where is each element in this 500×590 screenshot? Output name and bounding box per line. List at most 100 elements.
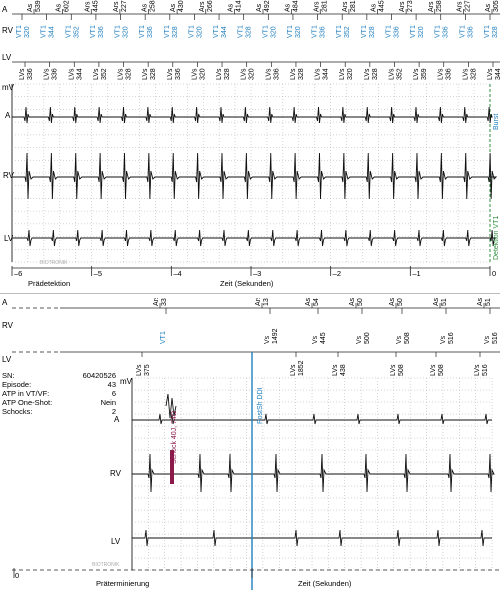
- trace-label-lv: LV: [111, 537, 121, 546]
- shock-label: Schock 40J, 74Ω: [171, 411, 178, 464]
- episode-info-key: ATP One-Shot:: [2, 398, 52, 407]
- lv-marker-type: LVs: [191, 68, 198, 80]
- a-marker-type: As: [349, 298, 356, 306]
- lv-marker-interval: 328: [126, 68, 133, 80]
- rv-marker-interval: 336: [320, 26, 327, 38]
- a-marker-type: Ars: [113, 1, 120, 12]
- rv-egm-trace: [132, 453, 495, 493]
- rv-marker-type: VT1: [139, 25, 146, 38]
- rv-marker-type: VT1: [410, 25, 417, 38]
- a-marker-type: Ars: [428, 1, 435, 12]
- shock-noise: [165, 393, 177, 419]
- lv-marker-type: LVs: [118, 68, 125, 80]
- channel-label-a: A: [2, 298, 8, 307]
- rv-marker-interval: 1492: [272, 328, 279, 344]
- a-marker-type: As: [227, 3, 234, 12]
- a-marker-type: As: [477, 298, 484, 306]
- rv-marker-interval: 320: [123, 26, 130, 38]
- episode-info-value: 43: [108, 380, 116, 389]
- lv-marker-type: LVs: [332, 364, 339, 376]
- rv-marker-interval: 516: [492, 332, 499, 344]
- lv-marker-interval: 320: [199, 68, 206, 80]
- pretermination-panel: Ars 336 Ars 1391 As 547 As 500 As 508 As 516 As 516 VT…: [0, 298, 500, 590]
- a-marker-type: As: [305, 298, 312, 306]
- lv-marker-interval: 328: [470, 68, 477, 80]
- a-marker-type: Ars: [199, 1, 206, 12]
- rv-marker-interval: 328: [172, 26, 179, 38]
- rv-marker-interval: 516: [448, 332, 455, 344]
- episode-info-key: ATP in VT/VF:: [2, 389, 49, 398]
- a-marker-interval: 305: [493, 0, 500, 12]
- rv-marker-type: VT1: [484, 25, 491, 38]
- a-marker-interval: 266: [207, 0, 214, 12]
- rv-marker-type: VT1: [90, 25, 97, 38]
- a-marker-type: As: [433, 298, 440, 306]
- rv-marker-type: VT1: [41, 25, 48, 38]
- lv-marker-interval: 516: [482, 364, 489, 376]
- a-marker-type: As: [371, 3, 378, 12]
- biotronik-watermark: BIOTRONIK: [92, 562, 120, 568]
- rv-marker-interval: 320: [24, 26, 31, 38]
- rv-marker-interval: 328: [492, 26, 499, 38]
- rv-marker-interval: 328: [369, 26, 376, 38]
- rv-marker-interval: 320: [196, 26, 203, 38]
- lv-marker-interval: 352: [396, 68, 403, 80]
- rv-egm-trace: [12, 152, 498, 200]
- lv-marker-interval: 375: [144, 364, 151, 376]
- rv-marker-type: VT1: [16, 25, 23, 38]
- rv-marker-type: Vs: [356, 335, 363, 344]
- rv-marker-type: VT1: [435, 25, 442, 38]
- rv-marker-type: VT1: [361, 25, 368, 38]
- lv-marker-interval: 336: [273, 68, 280, 80]
- trace-label-a: A: [5, 111, 11, 120]
- rv-marker-interval: 445: [320, 332, 327, 344]
- a-marker-type: As: [389, 298, 396, 306]
- rv-marker-type: Vs: [312, 335, 319, 344]
- lv-marker-type: LVs: [462, 68, 469, 80]
- a-marker-type: Ars: [399, 1, 406, 12]
- egm-traces: [12, 106, 498, 247]
- channel-label-rv: RV: [2, 26, 14, 35]
- axis-tick-label: 0: [15, 571, 19, 580]
- rv-marker-interval: 320: [418, 26, 425, 38]
- time-axis: 0: [12, 568, 500, 580]
- time-axis: –6 –5 –4 –3 –2 –1 0: [11, 266, 496, 278]
- a-marker-interval: 336: [161, 298, 168, 306]
- a-marker-interval: 430: [178, 0, 185, 12]
- lv-marker-type: LVs: [68, 68, 75, 80]
- a-marker-interval: 414: [235, 0, 242, 12]
- lv-marker-type: LVs: [339, 68, 346, 80]
- channel-label-lv: LV: [2, 53, 12, 62]
- rv-marker-type: VT1: [238, 25, 245, 38]
- a-marker-type: As: [142, 3, 149, 12]
- axis-tick-label: –6: [14, 269, 22, 278]
- lv-marker-interval: 352: [101, 68, 108, 80]
- lv-marker-type: LVs: [290, 364, 297, 376]
- episode-info-key: SN:: [2, 371, 15, 380]
- a-egm-trace: [12, 106, 493, 124]
- a-marker-interval: 445: [92, 0, 99, 12]
- lv-marker-type: LVs: [265, 68, 272, 80]
- panel-separator: [0, 293, 500, 294]
- a-marker-interval: 508: [397, 298, 404, 306]
- predetection-panel: As 539 As 602 Ars 445 Ars 227 As 258 As 430 Ars 266 As…: [0, 0, 500, 292]
- rv-marker-interval: 344: [221, 26, 228, 38]
- egm-traces: [132, 393, 495, 547]
- lv-marker-type: LVs: [474, 364, 481, 376]
- lv-marker-type: LVs: [413, 68, 420, 80]
- lv-marker-interval: 320: [249, 68, 256, 80]
- lv-marker-type: LVs: [44, 68, 51, 80]
- unit-label: mV: [2, 83, 15, 92]
- postshock-ddi-label: PostSh DDI: [257, 387, 264, 424]
- lv-marker-interval: 336: [52, 68, 59, 80]
- episode-info-value: 60420526: [83, 371, 116, 380]
- a-marker-type: Ars: [84, 1, 91, 12]
- rv-marker-interval: 336: [393, 26, 400, 38]
- rv-marker-type: Vs: [264, 335, 271, 344]
- rv-marker-type: VT1: [115, 25, 122, 38]
- episode-info-key: Schocks:: [2, 407, 32, 416]
- a-marker-interval: 500: [357, 298, 364, 306]
- lv-marker-type: LVs: [390, 364, 397, 376]
- axis-tick-label: –5: [94, 269, 102, 278]
- lv-marker-interval: 336: [175, 68, 182, 80]
